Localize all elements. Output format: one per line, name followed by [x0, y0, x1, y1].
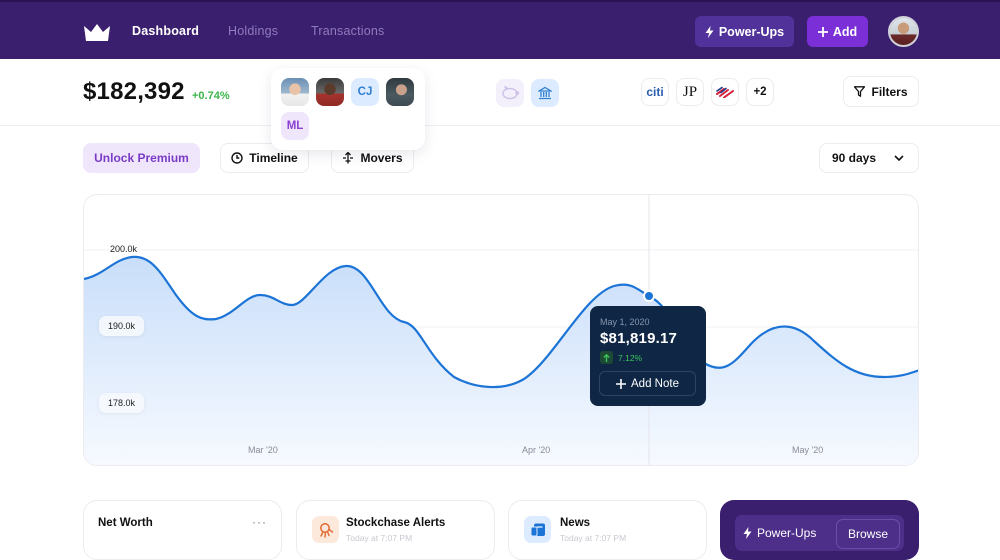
y-axis-label: 178.0k	[99, 393, 145, 413]
x-axis-label: Mar '20	[248, 445, 278, 455]
octopus-icon	[312, 516, 339, 543]
person-avatar-1[interactable]	[281, 78, 309, 106]
person-avatar-4[interactable]	[386, 78, 414, 106]
y-axis-label: 190.0k	[99, 316, 145, 336]
filters-button[interactable]: Filters	[843, 76, 919, 107]
date-range-value: 90 days	[832, 151, 877, 165]
nav-link-holdings[interactable]: Holdings	[228, 24, 279, 38]
net-worth-change: +0.74%	[192, 90, 230, 102]
card-subtitle: Today at 7:07 PM	[560, 533, 627, 543]
tooltip-value: $81,819.17	[600, 330, 678, 347]
lightning-icon	[705, 25, 714, 38]
powerups-card-text: Power-Ups	[757, 526, 817, 540]
people-filter-popover: CJ ML	[271, 68, 425, 150]
arrow-up-icon	[600, 351, 613, 364]
nav-link-dashboard[interactable]: Dashboard	[132, 24, 200, 38]
chart-area	[84, 195, 918, 465]
card-subtitle: Today at 7:07 PM	[346, 533, 413, 543]
institutions-more[interactable]: +2	[746, 78, 774, 106]
add-note-button[interactable]: Add Note	[599, 371, 696, 396]
account-type-bank[interactable]	[531, 79, 559, 107]
chart-tooltip: May 1, 2020 $81,819.17 7.12% Add Note	[590, 306, 706, 406]
filter-icon	[854, 86, 866, 97]
net-worth-chart[interactable]: 200.0k 190.0k 178.0k Mar '20 Apr '20 May…	[83, 194, 919, 466]
jp-morgan-logo: JP	[682, 83, 698, 100]
institution-jp-morgan[interactable]: JP	[676, 78, 704, 106]
summary-bar: $182,392 +0.74%	[0, 59, 1000, 126]
chevron-down-icon	[894, 155, 904, 161]
tooltip-change: 7.12%	[600, 351, 642, 364]
card-title: Net Worth	[98, 517, 153, 529]
powerups-bar: Power-Ups Browse	[735, 515, 904, 551]
clock-icon	[231, 152, 243, 164]
powerups-card: Power-Ups Browse	[720, 500, 919, 560]
net-worth-value: $182,392	[83, 78, 185, 105]
card-title: Stockchase Alerts	[346, 517, 446, 529]
movers-label: Movers	[360, 151, 403, 165]
user-avatar[interactable]	[888, 16, 919, 47]
add-label: Add	[832, 24, 858, 39]
movers-icon	[343, 152, 354, 164]
browse-button[interactable]: Browse	[836, 519, 900, 549]
stockchase-alerts-card[interactable]: Stockchase Alerts Today at 7:07 PM	[296, 500, 495, 560]
top-nav: Dashboard Holdings Transactions Power-Up…	[0, 0, 1000, 59]
x-axis-label: Apr '20	[522, 445, 551, 455]
unlock-premium-button[interactable]: Unlock Premium	[83, 143, 200, 173]
add-button[interactable]: Add	[807, 16, 868, 47]
institution-citi[interactable]: citi	[641, 78, 669, 106]
bank-icon	[538, 86, 552, 100]
crown-icon[interactable]	[83, 22, 111, 42]
account-type-savings[interactable]	[496, 79, 524, 107]
powerups-button[interactable]: Power-Ups	[695, 16, 794, 47]
piggy-bank-icon	[502, 86, 519, 100]
nav-link-transactions[interactable]: Transactions	[311, 24, 385, 38]
person-avatar-cj[interactable]: CJ	[351, 78, 379, 106]
institution-bank-of-america[interactable]	[711, 78, 739, 106]
plus-icon	[817, 26, 828, 37]
timeline-label: Timeline	[249, 151, 298, 165]
powerups-card-label: Power-Ups	[743, 526, 816, 540]
add-note-label: Add Note	[631, 377, 679, 390]
net-worth-card[interactable]: Net Worth ···	[83, 500, 282, 560]
plus-icon	[616, 378, 627, 389]
card-title: News	[560, 517, 591, 529]
filters-label: Filters	[871, 84, 908, 99]
lightning-icon	[743, 527, 752, 539]
bank-of-america-logo-icon	[716, 86, 734, 98]
citi-logo: citi	[646, 85, 664, 99]
y-axis-label: 200.0k	[110, 244, 138, 254]
powerups-label: Power-Ups	[718, 24, 785, 39]
newspaper-icon	[524, 516, 551, 543]
person-avatar-ml[interactable]: ML	[281, 112, 309, 140]
more-icon[interactable]: ···	[252, 515, 267, 529]
person-avatar-2[interactable]	[316, 78, 344, 106]
date-range-select[interactable]: 90 days	[819, 143, 919, 173]
x-axis-label: May '20	[792, 445, 824, 455]
news-card[interactable]: News Today at 7:07 PM	[508, 500, 707, 560]
tooltip-date: May 1, 2020	[600, 317, 650, 327]
tooltip-change-value: 7.12%	[618, 352, 643, 363]
